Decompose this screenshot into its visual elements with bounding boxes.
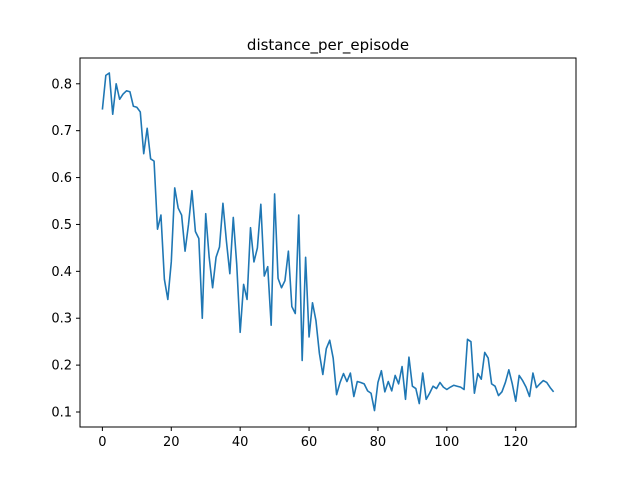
y-tick-label: 0.3 xyxy=(51,312,72,327)
axis-ticks: 0 20 40 60 80 100 120 0.1 0.2 0.3 0.4 0.5 0.6 0.7 0.8 xyxy=(51,77,528,450)
x-tick-label: 100 xyxy=(434,435,459,450)
y-tick-label: 0.2 xyxy=(51,359,72,374)
y-tick-label: 0.5 xyxy=(51,218,72,233)
y-tick-label: 0.1 xyxy=(51,405,72,420)
x-tick-label: 60 xyxy=(301,435,318,450)
x-tick-label: 40 xyxy=(232,435,249,450)
y-tick-label: 0.8 xyxy=(51,77,72,92)
x-tick-label: 120 xyxy=(503,435,528,450)
y-tick-label: 0.6 xyxy=(51,171,72,186)
axes-frame xyxy=(79,57,577,428)
plot-area xyxy=(101,72,555,412)
y-tick-label: 0.4 xyxy=(51,265,72,280)
x-tick-label: 20 xyxy=(163,435,180,450)
x-tick-label: 0 xyxy=(98,435,106,450)
chart-title: distance_per_episode xyxy=(247,36,409,55)
x-tick-label: 80 xyxy=(370,435,387,450)
series-line xyxy=(101,72,555,412)
y-tick-label: 0.7 xyxy=(51,124,72,139)
